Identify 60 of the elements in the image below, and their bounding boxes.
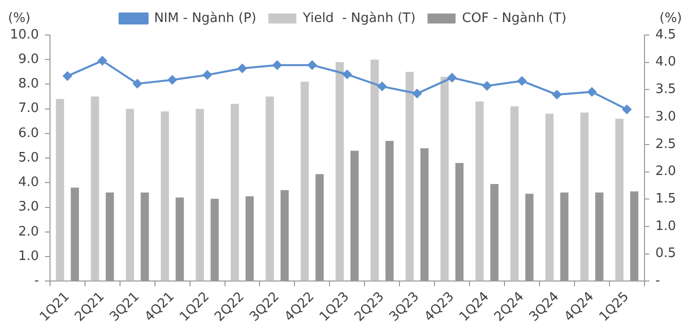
point: [132, 79, 142, 88]
bar: [510, 106, 519, 281]
point: [272, 60, 282, 70]
bar: [370, 60, 379, 281]
y-tick-label: 8.0: [18, 76, 39, 92]
y-tick-label: 1.0: [18, 248, 39, 264]
bar: [406, 72, 414, 281]
y2-tick-label: 3.0: [655, 109, 676, 124]
y2-tick-label: 4.5: [655, 27, 676, 42]
y2-tick-label: -: [655, 274, 660, 289]
bar: [230, 104, 239, 281]
bar: [126, 108, 134, 281]
y-axis-title: (%): [8, 10, 30, 26]
y-tick-label: 3.0: [18, 200, 39, 215]
bar: [90, 96, 100, 281]
y2-tick-label: 2.5: [655, 136, 676, 152]
point: [62, 72, 72, 81]
bar: [160, 111, 169, 281]
y2-axis-title: (%): [660, 10, 682, 26]
y-tick-label: 5.0: [18, 150, 39, 166]
bar: [545, 114, 554, 281]
y2-tick-label: 4.0: [655, 54, 676, 70]
y-tick-label: -: [34, 274, 40, 289]
point: [378, 82, 387, 91]
y2-tick-label: 3.5: [655, 82, 676, 98]
point: [238, 64, 247, 73]
bar: [300, 82, 309, 281]
bar: [580, 112, 589, 281]
bar: [336, 62, 344, 281]
bar: [266, 96, 274, 281]
y-tick-label: 7.0: [18, 101, 39, 116]
point: [308, 60, 317, 70]
bar: [196, 108, 204, 281]
y2-tick-label: 1.0: [655, 218, 676, 234]
point: [482, 81, 492, 90]
point: [412, 89, 422, 98]
point: [552, 90, 562, 100]
point: [448, 73, 457, 82]
y2-tick-label: 1.5: [655, 192, 676, 206]
point: [342, 70, 352, 79]
y2-tick-label: 0.5: [655, 246, 676, 262]
point: [168, 75, 177, 84]
legend-label: NIM - Ngành (P): [154, 10, 256, 26]
point: [98, 56, 107, 66]
y2-tick-label: 2.0: [655, 164, 676, 180]
bar: [56, 99, 64, 281]
y-tick-label: 10.0: [10, 27, 39, 42]
point: [202, 70, 212, 80]
point: [517, 76, 526, 86]
legend-label: Yield - Ngành (T): [302, 10, 416, 26]
point: [587, 87, 596, 96]
y-tick-label: 4.0: [18, 175, 39, 190]
bar: [440, 76, 449, 281]
bar: [615, 118, 624, 281]
y-tick-label: 9.0: [18, 52, 39, 67]
bar: [475, 101, 484, 281]
legend-label: COF - Ngành (T): [462, 10, 566, 26]
y-tick-label: 2.0: [18, 224, 39, 240]
y-tick-label: 6.0: [18, 126, 39, 141]
point: [622, 104, 632, 114]
